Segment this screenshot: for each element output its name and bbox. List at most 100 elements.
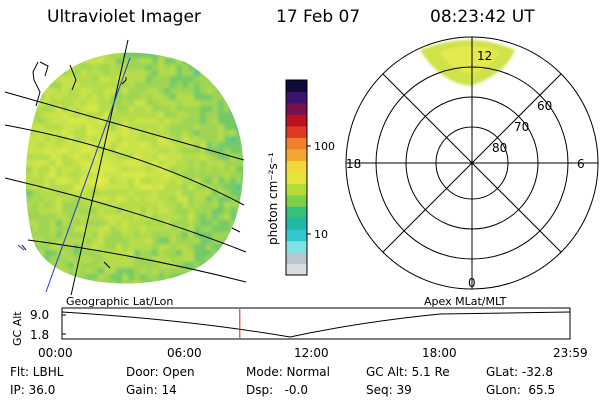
image-pixel: [206, 76, 213, 83]
image-pixel: [80, 142, 87, 149]
image-pixel: [62, 46, 68, 52]
image-pixel: [152, 130, 159, 137]
image-pixel: [56, 40, 62, 46]
image-pixel: [200, 214, 207, 221]
image-pixel: [26, 238, 33, 245]
image-pixel: [86, 286, 92, 292]
image-pixel: [188, 196, 195, 203]
image-pixel: [50, 94, 57, 101]
image-pixel: [110, 46, 116, 52]
image-pixel: [26, 286, 32, 292]
image-pixel: [194, 172, 201, 179]
image-pixel: [230, 280, 237, 284]
image-pixel: [152, 172, 159, 179]
image-pixel: [188, 88, 195, 95]
image-pixel: [212, 226, 219, 233]
image-pixel: [20, 46, 26, 52]
image-pixel: [38, 70, 45, 77]
image-pixel: [92, 52, 99, 59]
image-pixel: [170, 226, 177, 233]
image-pixel: [224, 178, 231, 185]
image-pixel: [176, 94, 183, 101]
image-pixel: [68, 142, 75, 149]
image-pixel: [182, 232, 189, 239]
image-pixel: [44, 136, 51, 143]
image-pixel: [62, 262, 69, 269]
image-pixel: [194, 256, 201, 263]
image-pixel: [248, 148, 254, 154]
image-pixel: [164, 268, 171, 275]
image-pixel: [182, 100, 189, 107]
image-pixel: [236, 40, 242, 46]
image-pixel: [110, 172, 117, 179]
image-pixel: [218, 268, 225, 275]
image-pixel: [194, 112, 201, 119]
image-pixel: [128, 232, 135, 239]
image-pixel: [98, 280, 105, 284]
image-pixel: [80, 214, 87, 221]
image-pixel: [122, 286, 128, 292]
image-pixel: [92, 112, 99, 119]
image-pixel: [104, 184, 111, 191]
image-pixel: [104, 196, 111, 203]
image-pixel: [236, 172, 243, 179]
image-pixel: [98, 226, 105, 233]
image-pixel: [134, 76, 141, 83]
image-pixel: [140, 130, 147, 137]
image-pixel: [236, 256, 243, 263]
image-pixel: [44, 106, 51, 113]
image-pixel: [122, 58, 129, 65]
image-pixel: [68, 184, 75, 191]
image-pixel: [236, 208, 243, 215]
image-pixel: [212, 184, 219, 191]
image-pixel: [32, 244, 39, 251]
image-pixel: [140, 202, 147, 209]
image-pixel: [80, 136, 87, 143]
image-pixel: [104, 154, 111, 161]
image-pixel: [62, 220, 69, 227]
image-pixel: [134, 40, 140, 46]
image-pixel: [38, 82, 45, 89]
image-pixel: [176, 106, 183, 113]
image-pixel: [248, 232, 254, 238]
magnetic-meridian: [45, 57, 131, 293]
image-pixel: [158, 88, 165, 95]
image-pixel: [56, 238, 63, 245]
image-pixel: [86, 130, 93, 137]
image-pixel: [182, 256, 189, 263]
image-pixel: [56, 46, 62, 52]
image-pixel: [116, 106, 123, 113]
image-pixel: [128, 46, 134, 52]
image-pixel: [38, 46, 44, 52]
image-pixel: [134, 184, 141, 191]
image-pixel: [122, 160, 129, 167]
image-pixel: [98, 232, 105, 239]
image-pixel: [242, 160, 244, 167]
image-pixel: [128, 196, 135, 203]
image-pixel: [56, 190, 63, 197]
image-pixel: [74, 52, 81, 59]
image-pixel: [50, 226, 57, 233]
image-pixel: [164, 286, 170, 292]
image-pixel: [194, 244, 201, 251]
image-pixel: [128, 172, 135, 179]
image-pixel: [236, 160, 243, 167]
image-pixel: [116, 172, 123, 179]
image-pixel: [224, 280, 231, 284]
image-pixel: [248, 154, 254, 160]
colorbar-step: [286, 240, 307, 253]
image-pixel: [188, 172, 195, 179]
image-pixel: [25, 58, 27, 65]
image-pixel: [38, 214, 45, 221]
image-pixel: [74, 184, 81, 191]
image-pixel: [236, 58, 243, 65]
image-pixel: [44, 268, 51, 275]
image-pixel: [248, 70, 254, 76]
image-pixel: [194, 184, 201, 191]
image-pixel: [62, 148, 69, 155]
image-pixel: [170, 208, 177, 215]
image-pixel: [146, 184, 153, 191]
image-pixel: [26, 100, 33, 107]
image-pixel: [224, 94, 231, 101]
image-pixel: [86, 178, 93, 185]
